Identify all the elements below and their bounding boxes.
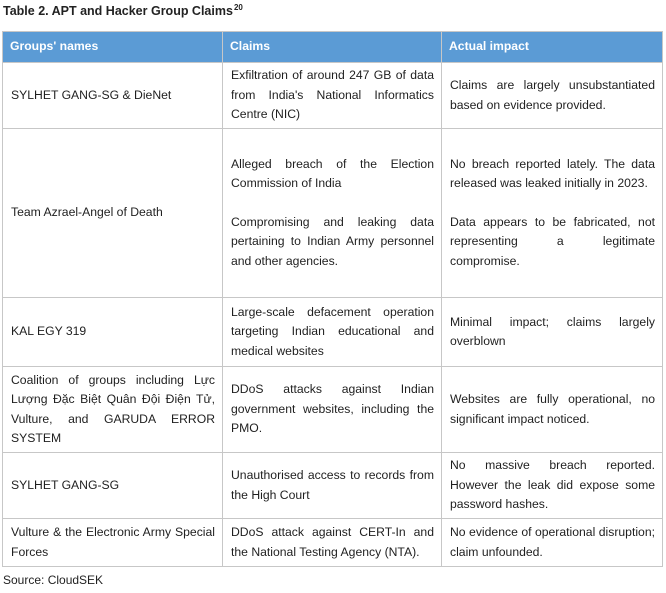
impact-cell: Minimal impact; claims largely overblown	[441, 297, 663, 367]
impact-cell: No massive breach reported. However the …	[441, 452, 663, 519]
table-row: SYLHET GANG-SG & DieNet Exfiltration of …	[2, 62, 663, 129]
table-row: Vulture & the Electronic Army Special Fo…	[2, 518, 663, 567]
claim-cell: Exfiltration of around 247 GB of data fr…	[222, 62, 442, 129]
impact-cell: No evidence of operational disruption; c…	[441, 518, 663, 567]
impact-cell: Websites are fully operational, no signi…	[441, 366, 663, 453]
table-row: Coalition of groups including Lực Lượng …	[2, 366, 663, 453]
impact-cell: No breach reported lately. The data rele…	[441, 128, 663, 298]
column-header-claims: Claims	[222, 31, 442, 63]
claim-cell: DDoS attack against CERT-In and the Nati…	[222, 518, 442, 567]
group-name-cell: Coalition of groups including Lực Lượng …	[2, 366, 223, 453]
group-name-cell: KAL EGY 319	[2, 297, 223, 367]
table-header-row: Groups' names Claims Actual impact	[2, 31, 663, 63]
impact-text: Data appears to be fabricated, not repre…	[450, 214, 655, 268]
claim-text: Alleged breach of the Election Commissio…	[231, 156, 434, 191]
table-row: Team Azrael-Angel of Death Alleged breac…	[2, 128, 663, 298]
impact-text: No breach reported lately. The data rele…	[450, 156, 655, 191]
group-name-cell: Vulture & the Electronic Army Special Fo…	[2, 518, 223, 567]
claim-cell: Alleged breach of the Election Commissio…	[222, 128, 442, 298]
column-header-impact: Actual impact	[441, 31, 663, 63]
table-title: Table 2. APT and Hacker Group Claims20	[3, 3, 243, 18]
claim-cell: DDoS attacks against Indian government w…	[222, 366, 442, 453]
impact-cell: Claims are largely unsubstantiated based…	[441, 62, 663, 129]
claim-text: Compromising and leaking data pertaining…	[231, 214, 434, 268]
footnote-ref: 20	[233, 3, 243, 12]
table-title-text: Table 2. APT and Hacker Group Claims	[3, 4, 233, 19]
claim-cell: Large-scale defacement operation targeti…	[222, 297, 442, 367]
table-row: SYLHET GANG-SG Unauthorised access to re…	[2, 452, 663, 519]
claims-table: Groups' names Claims Actual impact SYLHE…	[2, 31, 663, 567]
table-row: KAL EGY 319 Large-scale defacement opera…	[2, 297, 663, 367]
group-name-cell: Team Azrael-Angel of Death	[2, 128, 223, 298]
column-header-groups: Groups' names	[2, 31, 223, 63]
group-name-cell: SYLHET GANG-SG & DieNet	[2, 62, 223, 129]
claim-cell: Unauthorised access to records from the …	[222, 452, 442, 519]
source-note: Source: CloudSEK	[3, 573, 104, 587]
group-name-cell: SYLHET GANG-SG	[2, 452, 223, 519]
